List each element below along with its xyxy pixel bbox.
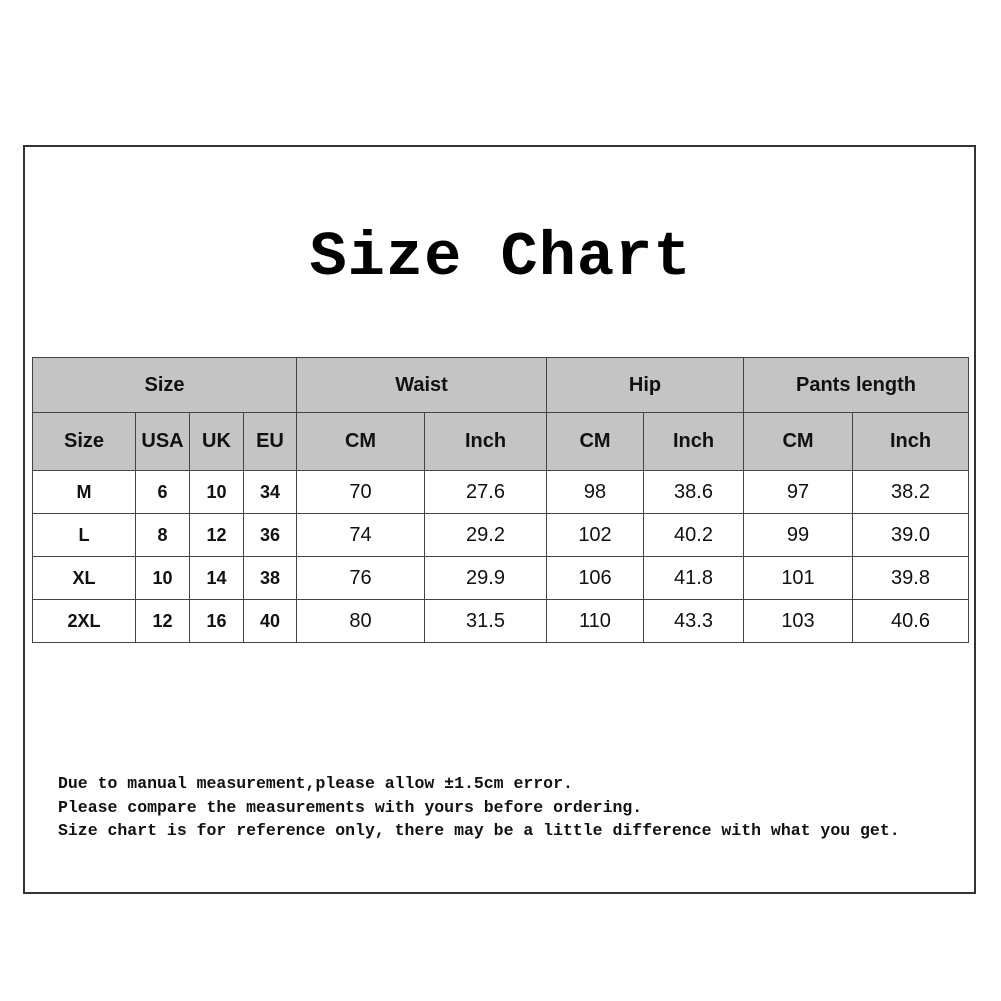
sub-header-cell: Inch bbox=[643, 412, 744, 471]
table-row: L 8 12 36 74 29.2 102 40.2 99 39.0 bbox=[32, 513, 969, 557]
group-header-size: Size bbox=[32, 357, 297, 413]
table-cell: 98 bbox=[546, 470, 644, 514]
table-cell: 40 bbox=[243, 599, 297, 643]
table-cell: 34 bbox=[243, 470, 297, 514]
table-cell: 43.3 bbox=[643, 599, 744, 643]
sub-header-cell: Inch bbox=[424, 412, 547, 471]
table-cell: 38.6 bbox=[643, 470, 744, 514]
table-cell: 76 bbox=[296, 556, 425, 600]
sub-header-cell: UK bbox=[189, 412, 244, 471]
table-cell: 101 bbox=[743, 556, 853, 600]
notes: Due to manual measurement,please allow ±… bbox=[58, 772, 900, 843]
table-cell: 14 bbox=[189, 556, 244, 600]
note-line: Due to manual measurement,please allow ±… bbox=[58, 774, 573, 793]
table-cell: 41.8 bbox=[643, 556, 744, 600]
table-row: 2XL 12 16 40 80 31.5 110 43.3 103 40.6 bbox=[32, 599, 969, 643]
table-row: M 6 10 34 70 27.6 98 38.6 97 38.2 bbox=[32, 470, 969, 514]
group-header-row: Size Waist Hip Pants length bbox=[32, 357, 969, 413]
table-cell: 10 bbox=[135, 556, 190, 600]
table-cell: 99 bbox=[743, 513, 853, 557]
table-cell: 39.0 bbox=[852, 513, 969, 557]
table-cell: 39.8 bbox=[852, 556, 969, 600]
table-cell: 6 bbox=[135, 470, 190, 514]
table-cell: M bbox=[32, 470, 136, 514]
table-cell: 80 bbox=[296, 599, 425, 643]
chart-frame bbox=[23, 145, 976, 894]
sub-header-cell: CM bbox=[296, 412, 425, 471]
table-cell: 16 bbox=[189, 599, 244, 643]
table-cell: 38.2 bbox=[852, 470, 969, 514]
sub-header-cell: Size bbox=[32, 412, 136, 471]
table-cell: 103 bbox=[743, 599, 853, 643]
table-cell: 106 bbox=[546, 556, 644, 600]
note-line: Please compare the measurements with you… bbox=[58, 797, 643, 817]
table-cell: 40.2 bbox=[643, 513, 744, 557]
table-cell: 12 bbox=[135, 599, 190, 643]
sub-header-cell: CM bbox=[743, 412, 853, 471]
table-cell: 40.6 bbox=[852, 599, 969, 643]
table-cell: 97 bbox=[743, 470, 853, 514]
table-cell: 74 bbox=[296, 513, 425, 557]
sub-header-cell: USA bbox=[135, 412, 190, 471]
table-cell: 102 bbox=[546, 513, 644, 557]
sub-header-cell: Inch bbox=[852, 412, 969, 471]
table-cell: XL bbox=[32, 556, 136, 600]
table-cell: 2XL bbox=[32, 599, 136, 643]
table-cell: 29.2 bbox=[424, 513, 547, 557]
table-cell: 38 bbox=[243, 556, 297, 600]
sub-header-cell: CM bbox=[546, 412, 644, 471]
table-row: XL 10 14 38 76 29.9 106 41.8 101 39.8 bbox=[32, 556, 969, 600]
note-line: Size chart is for reference only, there … bbox=[58, 821, 900, 840]
sub-header-row: Size USA UK EU CM Inch CM Inch CM Inch bbox=[32, 412, 969, 471]
table-cell: 10 bbox=[189, 470, 244, 514]
table-cell: 12 bbox=[189, 513, 244, 557]
group-header-pants-length: Pants length bbox=[743, 357, 969, 413]
table-cell: L bbox=[32, 513, 136, 557]
table-cell: 36 bbox=[243, 513, 297, 557]
group-header-hip: Hip bbox=[546, 357, 744, 413]
size-table: Size Waist Hip Pants length Size USA UK EU C… bbox=[32, 357, 969, 643]
table-cell: 70 bbox=[296, 470, 425, 514]
table-cell: 8 bbox=[135, 513, 190, 557]
table-cell: 110 bbox=[546, 599, 644, 643]
table-cell: 29.9 bbox=[424, 556, 547, 600]
table-cell: 27.6 bbox=[424, 470, 547, 514]
page-title: Size Chart bbox=[309, 222, 692, 293]
group-header-waist: Waist bbox=[296, 357, 547, 413]
table-cell: 31.5 bbox=[424, 599, 547, 643]
sub-header-cell: EU bbox=[243, 412, 297, 471]
